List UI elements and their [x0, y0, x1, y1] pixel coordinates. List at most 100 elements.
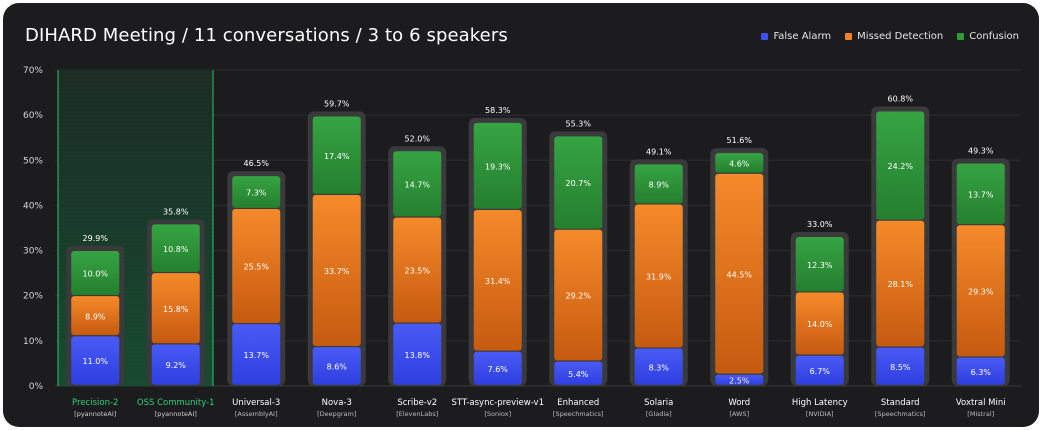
bar-false-alarm: [634, 348, 683, 385]
legend-swatch-missed-detection: [845, 33, 853, 40]
x-tick-provider: [Deepgram]: [317, 410, 356, 418]
x-tick-label: Standard: [881, 398, 920, 408]
bar-label-false-alarm: 13.7%: [244, 351, 270, 360]
x-tick-label: High Latency: [792, 398, 848, 408]
legend: False Alarm Missed Detection Confusion: [761, 31, 1019, 42]
bar-confusion: [71, 251, 120, 295]
bar-label-false-alarm: 8.6%: [327, 363, 348, 372]
legend-swatch-confusion: [957, 33, 965, 40]
legend-label-missed-detection: Missed Detection: [857, 31, 944, 42]
y-tick-label: 40%: [23, 201, 43, 211]
bar-confusion: [634, 164, 683, 204]
x-tick-label: Nova-3: [322, 398, 352, 408]
bar-label-confusion: 19.3%: [485, 162, 511, 171]
legend-label-confusion: Confusion: [969, 31, 1019, 42]
bar-false-alarm: [795, 355, 844, 385]
bar-total-label: 59.7%: [324, 99, 350, 108]
x-tick-provider: [AssemblyAI]: [235, 410, 278, 418]
y-tick-label: 20%: [23, 292, 43, 302]
x-tick-provider: [ElevenLabs]: [396, 410, 438, 418]
bar-missed-detection: [312, 195, 361, 346]
y-tick-label: 60%: [23, 111, 43, 121]
bar-missed-detection: [876, 220, 925, 347]
x-tick-provider: [Soniox]: [484, 410, 511, 418]
bar-total-label: 58.3%: [485, 106, 511, 115]
bar-missed-detection: [473, 209, 522, 351]
legend-item-false-alarm: False Alarm: [761, 31, 831, 42]
chart-title: DIHARD Meeting / 11 conversations / 3 to…: [25, 25, 508, 46]
bar-false-alarm: [232, 324, 281, 385]
x-tick-provider: [pyannoteAI]: [74, 410, 116, 418]
bar-label-confusion: 13.7%: [968, 190, 994, 199]
bar-confusion: [393, 151, 442, 217]
bar-label-missed-detection: 8.9%: [85, 312, 106, 321]
bar-label-false-alarm: 8.3%: [649, 363, 670, 372]
y-tick-label: 50%: [23, 156, 43, 166]
bar-label-confusion: 10.8%: [163, 245, 189, 254]
bar-label-false-alarm: 5.4%: [568, 370, 589, 379]
bar-label-confusion: 20.7%: [566, 179, 592, 188]
bar-label-missed-detection: 15.8%: [163, 305, 189, 314]
bar-confusion: [473, 122, 522, 209]
bar-missed-detection: [151, 273, 200, 344]
bar-label-false-alarm: 7.6%: [488, 365, 509, 374]
x-tick-label: Word: [728, 398, 750, 408]
x-tick-label: Enhanced: [557, 398, 599, 408]
bar-label-confusion: 24.2%: [888, 162, 914, 171]
bar-missed-detection: [956, 225, 1005, 357]
bar-label-missed-detection: 31.4%: [485, 277, 511, 286]
bar-label-false-alarm: 13.8%: [405, 351, 431, 360]
bar-label-missed-detection: 29.2%: [566, 292, 592, 301]
y-tick-label: 70%: [23, 66, 43, 76]
bar-label-false-alarm: 6.7%: [810, 367, 831, 376]
bar-total-label: 51.6%: [727, 136, 753, 145]
x-tick-label: Voxtral Mini: [956, 398, 1006, 408]
bar-total-label: 49.3%: [968, 146, 994, 155]
x-tick-label: Scribe-v2: [397, 398, 437, 408]
bar-missed-detection: [554, 229, 603, 361]
bar-confusion: [232, 176, 281, 208]
bar-label-false-alarm: 2.5%: [729, 376, 750, 385]
bar-label-confusion: 14.7%: [405, 180, 431, 189]
bar-missed-detection: [393, 217, 442, 323]
bar-missed-detection: [71, 296, 120, 336]
bar-label-missed-detection: 28.1%: [888, 280, 914, 289]
legend-item-missed-detection: Missed Detection: [845, 31, 943, 42]
bar-false-alarm: [312, 347, 361, 385]
x-tick-label: OSS Community-1: [137, 398, 215, 408]
bar-total-label: 35.8%: [163, 207, 189, 216]
bar-label-confusion: 10.0%: [83, 270, 109, 279]
x-tick-provider: [AWS]: [729, 410, 749, 418]
bar-confusion: [956, 163, 1005, 225]
y-tick-label: 30%: [23, 247, 43, 257]
x-tick-label: Solaria: [644, 398, 673, 408]
bar-label-missed-detection: 23.5%: [405, 267, 431, 276]
bar-total-label: 29.9%: [83, 234, 109, 243]
y-tick-label: 10%: [23, 337, 43, 347]
x-tick-provider: [Speechmatics]: [553, 410, 604, 418]
bar-confusion: [312, 116, 361, 194]
x-tick-provider: [NVIDIA]: [806, 410, 834, 418]
bar-label-missed-detection: 44.5%: [727, 270, 753, 279]
x-tick-provider: [Speechmatics]: [875, 410, 926, 418]
bar-false-alarm: [393, 323, 442, 385]
bar-label-missed-detection: 25.5%: [244, 263, 270, 272]
bar-total-label: 60.8%: [888, 95, 914, 104]
bar-false-alarm: [473, 351, 522, 385]
bar-missed-detection: [232, 209, 281, 323]
chart-card: DIHARD Meeting / 11 conversations / 3 to…: [3, 3, 1039, 427]
bar-label-confusion: 4.6%: [729, 159, 750, 168]
bar-false-alarm: [956, 357, 1005, 385]
x-tick-label: Precision-2: [72, 398, 118, 408]
legend-item-confusion: Confusion: [957, 31, 1019, 42]
bar-total-label: 55.3%: [566, 119, 592, 128]
bar-confusion: [795, 237, 844, 292]
bar-confusion: [715, 153, 764, 173]
bar-total-label: 33.0%: [807, 220, 833, 229]
bar-total-label: 46.5%: [244, 159, 270, 168]
x-tick-provider: [pyannoteAI]: [155, 410, 197, 418]
legend-label-false-alarm: False Alarm: [773, 31, 832, 42]
bar-confusion: [876, 111, 925, 220]
bar-missed-detection: [634, 204, 683, 348]
bar-total-label: 49.1%: [646, 147, 672, 156]
